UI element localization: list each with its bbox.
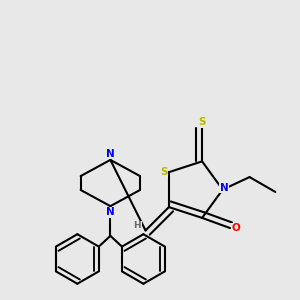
Text: S: S	[160, 167, 168, 177]
Text: N: N	[106, 149, 115, 159]
Text: N: N	[220, 183, 229, 193]
Text: H: H	[134, 221, 141, 230]
Text: N: N	[106, 207, 115, 217]
Text: O: O	[232, 223, 240, 233]
Text: S: S	[198, 117, 206, 128]
